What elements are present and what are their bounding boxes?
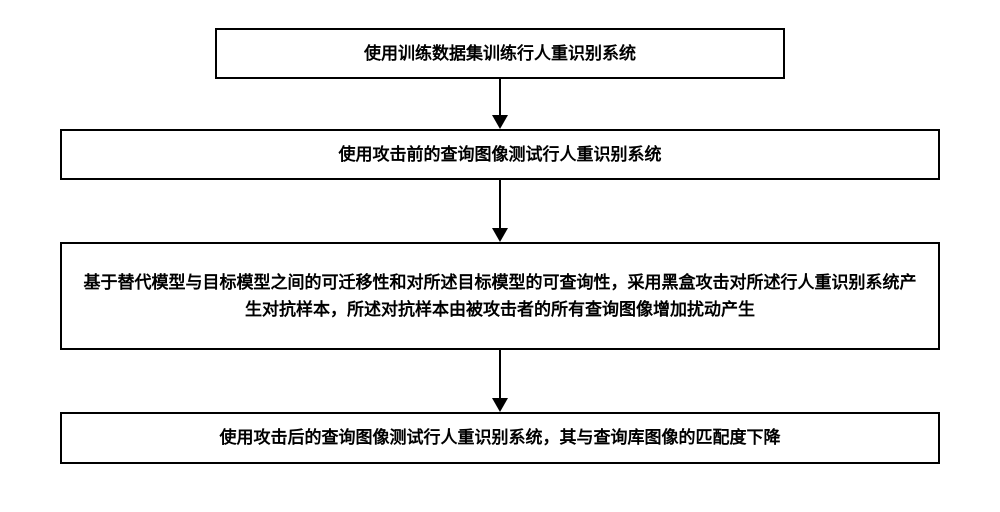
- arrow-head-icon: [492, 115, 508, 129]
- arrow-head-icon: [492, 228, 508, 242]
- flow-arrow-2: [492, 180, 508, 242]
- arrow-line: [499, 79, 501, 115]
- flow-arrow-1: [492, 79, 508, 129]
- flow-node-box3: 基于替代模型与目标模型之间的可迁移性和对所述目标模型的可查询性，采用黑盒攻击对所…: [60, 242, 940, 350]
- arrow-line: [499, 180, 501, 228]
- flowchart-container: 使用训练数据集训练行人重识别系统使用攻击前的查询图像测试行人重识别系统基于替代模…: [60, 28, 940, 464]
- arrow-line: [499, 350, 501, 398]
- flow-arrow-3: [492, 350, 508, 412]
- flow-node-box1: 使用训练数据集训练行人重识别系统: [215, 28, 785, 79]
- arrow-head-icon: [492, 398, 508, 412]
- flow-node-box2: 使用攻击前的查询图像测试行人重识别系统: [60, 129, 940, 180]
- flow-node-box4: 使用攻击后的查询图像测试行人重识别系统，其与查询库图像的匹配度下降: [60, 412, 940, 463]
